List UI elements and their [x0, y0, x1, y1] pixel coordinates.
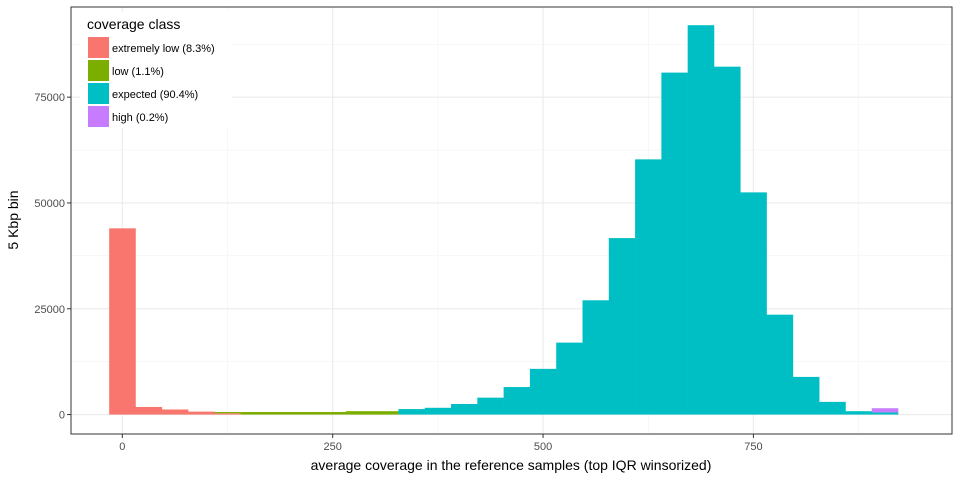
- histogram-bar: [845, 411, 873, 415]
- legend: coverage class extremely low (8.3%) low (…: [80, 12, 232, 128]
- legend-label: extremely low (8.3%): [112, 43, 215, 55]
- histogram-bar: [109, 228, 136, 415]
- x-axis-title: average coverage in the reference sample…: [311, 457, 712, 473]
- histogram-bar: [188, 411, 215, 415]
- histogram-bar: [740, 192, 767, 415]
- histogram-bar: [214, 413, 241, 415]
- legend-swatch: [88, 60, 109, 81]
- histogram-bar: [424, 407, 452, 415]
- histogram-bar: [687, 25, 715, 415]
- histogram-bar: [135, 406, 163, 415]
- histogram-bar: [766, 314, 794, 415]
- histogram-bar: [819, 401, 846, 415]
- legend-label: low (1.1%): [112, 66, 164, 78]
- x-tick-label: 250: [324, 441, 342, 453]
- legend-swatch: [88, 83, 109, 104]
- histogram-bar: [293, 412, 320, 415]
- histogram-bar: [372, 411, 399, 415]
- legend-label: high (0.2%): [112, 112, 168, 124]
- histogram-bar: [608, 238, 636, 415]
- histogram-bars: [109, 25, 899, 415]
- y-axis-ticks: 0 25000 50000 75000: [34, 92, 71, 422]
- histogram-bar: [451, 403, 478, 415]
- y-tick-label: 50000: [34, 198, 65, 210]
- histogram-bar: [582, 300, 610, 415]
- legend-label: expected (90.4%): [112, 89, 198, 101]
- histogram-bar: [792, 376, 820, 415]
- legend-items: extremely low (8.3%) low (1.1%) expected (…: [88, 37, 215, 127]
- histogram-bar: [214, 412, 241, 414]
- histogram-bar: [477, 397, 504, 415]
- y-tick-label: 25000: [34, 304, 65, 316]
- legend-swatch: [88, 106, 109, 127]
- y-axis-title: 5 Kbp bin: [5, 190, 21, 249]
- histogram-bar: [398, 409, 426, 415]
- histogram-bar: [345, 411, 373, 415]
- histogram-bar: [266, 412, 294, 415]
- y-tick-label: 75000: [34, 92, 65, 104]
- histogram-bar: [319, 412, 347, 415]
- legend-title: coverage class: [87, 16, 180, 32]
- histogram-bar: [713, 66, 741, 415]
- panel-border: [70, 6, 953, 435]
- y-tick-label: 0: [59, 410, 65, 422]
- histogram-bar: [556, 342, 583, 415]
- histogram-bar: [871, 408, 899, 413]
- x-tick-label: 0: [119, 441, 125, 453]
- legend-swatch: [88, 37, 109, 58]
- x-tick-label: 500: [534, 441, 552, 453]
- histogram-bar: [661, 72, 688, 415]
- x-tick-label: 750: [744, 441, 762, 453]
- histogram-bar: [635, 159, 662, 415]
- histogram-bar: [161, 409, 189, 415]
- x-axis-ticks: 0 250 500 750: [119, 434, 763, 453]
- histogram-bar: [240, 412, 268, 415]
- histogram-bar: [503, 387, 531, 415]
- histogram-bar: [529, 368, 557, 415]
- histogram-bar: [871, 412, 899, 415]
